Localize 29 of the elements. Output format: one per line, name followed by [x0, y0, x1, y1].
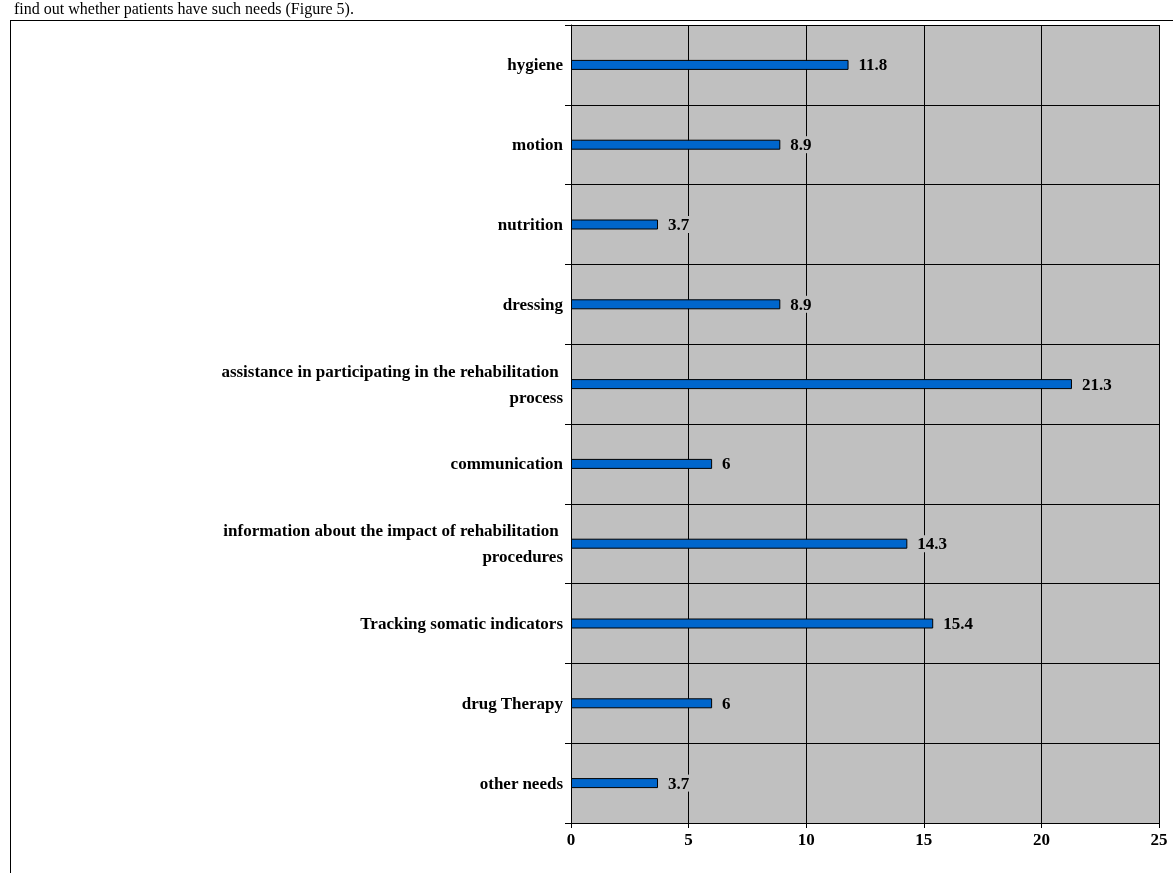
data-label: 8.9 — [790, 294, 812, 314]
data-label: 6 — [722, 454, 731, 474]
y-tick-label: Tracking somatic indicators — [360, 614, 564, 633]
data-label: 11.8 — [858, 55, 888, 75]
y-tick-label: information about the impact of rehabilitation procedures — [223, 521, 564, 567]
y-tick-label: other needs — [479, 773, 564, 793]
y-tick-label: assistance in participating in the rehabilitation process — [221, 361, 564, 407]
data-label: 14.3 — [917, 534, 948, 554]
x-tick-label: 25 — [1150, 830, 1168, 849]
x-tick-label: 15 — [915, 830, 933, 849]
bar — [571, 778, 659, 789]
y-tick-label: motion — [512, 135, 564, 155]
x-tick-label: 20 — [1032, 830, 1050, 849]
data-label: 3.7 — [668, 215, 690, 234]
text: find out whether patients have such needs (Figure 5). — [14, 0, 354, 18]
data-label: 8.9 — [790, 135, 812, 155]
x-tick-label: 0 — [566, 830, 576, 849]
y-tick-label: drug Therapy — [461, 693, 564, 713]
data-label: 15.4 — [943, 614, 974, 633]
data-label: 3.7 — [668, 773, 690, 793]
y-tick-label: communication — [450, 454, 564, 474]
bar — [571, 219, 659, 230]
x-tick-label: 10 — [797, 830, 815, 849]
y-tick-label: nutrition — [497, 215, 564, 234]
y-tick-label: dressing — [502, 294, 564, 314]
data-label: 21.3 — [1081, 374, 1112, 394]
data-label: 6 — [722, 693, 731, 713]
x-tick-label: 5 — [684, 830, 693, 849]
y-tick-label: hygiene — [507, 55, 564, 75]
